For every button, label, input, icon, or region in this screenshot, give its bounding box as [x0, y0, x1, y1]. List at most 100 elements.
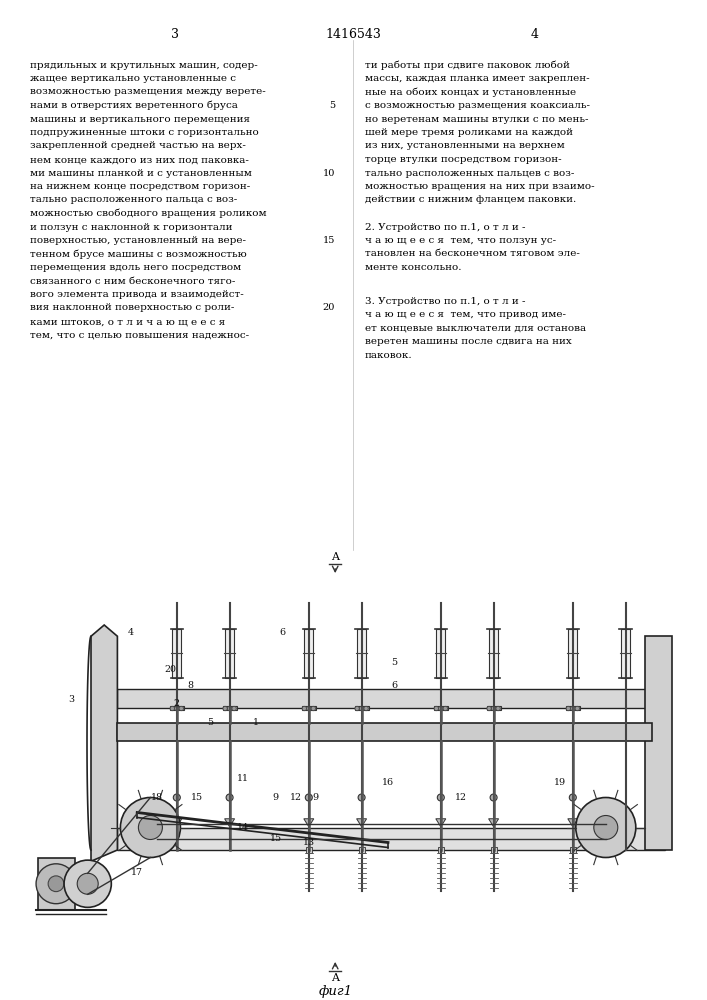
Text: 15: 15	[322, 236, 335, 245]
Circle shape	[226, 794, 233, 801]
Circle shape	[232, 706, 236, 711]
Text: тально расположенных пальцев с воз-: тально расположенных пальцев с воз-	[365, 168, 574, 178]
Text: ками штоков, о т л и ч а ю щ е е с я: ками штоков, о т л и ч а ю щ е е с я	[30, 317, 226, 326]
Circle shape	[569, 794, 576, 801]
Text: закрепленной средней частью на верх-: закрепленной средней частью на верх-	[30, 141, 246, 150]
Text: но веретенам машины втулки с по мень-: но веретенам машины втулки с по мень-	[365, 114, 588, 123]
Circle shape	[307, 706, 311, 711]
Text: 2: 2	[174, 699, 180, 708]
Bar	[117, 689, 665, 708]
Polygon shape	[304, 819, 314, 827]
Circle shape	[77, 873, 98, 894]
Text: ч а ю щ е е с я  тем, что ползун ус-: ч а ю щ е е с я тем, что ползун ус-	[365, 236, 556, 245]
Text: машины и вертикального перемещения: машины и вертикального перемещения	[30, 114, 250, 123]
Bar	[170, 706, 184, 710]
Text: 3: 3	[171, 28, 179, 41]
Text: можностью вращения на них при взаимо-: можностью вращения на них при взаимо-	[365, 182, 595, 191]
Bar	[173, 629, 181, 678]
Circle shape	[120, 798, 180, 857]
Polygon shape	[91, 625, 117, 861]
Circle shape	[438, 794, 444, 801]
Text: можностью свободного вращения роликом: можностью свободного вращения роликом	[30, 209, 267, 219]
Text: 2. Устройство по п.1, о т л и -: 2. Устройство по п.1, о т л и -	[365, 223, 525, 232]
Text: действии с нижним фланцем паковки.: действии с нижним фланцем паковки.	[365, 196, 576, 205]
Text: тановлен на бесконечном тяговом эле-: тановлен на бесконечном тяговом эле-	[365, 249, 580, 258]
Polygon shape	[568, 819, 578, 827]
Text: на нижнем конце посредством горизон-: на нижнем конце посредством горизон-	[30, 182, 250, 191]
Text: ные на обоих концах и установленные: ные на обоих концах и установленные	[365, 88, 576, 97]
Bar	[225, 629, 234, 678]
Polygon shape	[489, 819, 498, 827]
Text: 6: 6	[392, 680, 397, 690]
Text: торце втулки посредством горизон-: торце втулки посредством горизон-	[365, 155, 561, 164]
Text: жащее вертикально установленные с: жащее вертикально установленные с	[30, 74, 236, 83]
Circle shape	[496, 706, 501, 711]
Text: ет концевые выключатели для останова: ет концевые выключатели для останова	[365, 324, 586, 333]
Bar	[38, 857, 74, 910]
Text: из них, установленными на верхнем: из них, установленными на верхнем	[365, 141, 565, 150]
Bar	[358, 847, 365, 853]
Text: поверхностью, установленный на вере-: поверхностью, установленный на вере-	[30, 236, 246, 245]
Text: A: A	[331, 973, 339, 983]
Bar	[438, 847, 444, 853]
Bar	[568, 629, 578, 678]
Text: нами в отверстиях веретенного бруса: нами в отверстиях веретенного бруса	[30, 101, 238, 110]
Text: 8: 8	[187, 680, 193, 690]
Text: прядильных и крутильных машин, содер-: прядильных и крутильных машин, содер-	[30, 60, 258, 70]
Text: 20: 20	[164, 666, 176, 674]
Text: 4: 4	[531, 28, 539, 41]
Text: фиг1: фиг1	[318, 985, 352, 998]
Text: веретен машины после сдвига на них: веретен машины после сдвига на них	[365, 337, 572, 346]
Circle shape	[571, 706, 575, 711]
Circle shape	[48, 876, 64, 892]
Text: вия наклонной поверхностью с роли-: вия наклонной поверхностью с роли-	[30, 304, 235, 312]
Bar	[25, 580, 685, 955]
Text: тально расположенного пальца с воз-: тально расположенного пальца с воз-	[30, 196, 238, 205]
Text: 6: 6	[279, 628, 286, 637]
Bar	[645, 636, 672, 850]
Text: 18: 18	[151, 793, 163, 802]
Text: 15: 15	[270, 834, 282, 843]
Text: 1: 1	[253, 718, 259, 727]
Polygon shape	[172, 819, 182, 827]
Text: менте консольно.: менте консольно.	[365, 263, 462, 272]
Text: и ползун с наклонной к горизонтали: и ползун с наклонной к горизонтали	[30, 223, 233, 232]
Text: 9: 9	[312, 793, 318, 802]
Circle shape	[364, 706, 368, 711]
Circle shape	[594, 816, 618, 840]
Text: 17: 17	[132, 868, 144, 877]
Text: возможностью размещения между верете-: возможностью размещения между верете-	[30, 88, 266, 97]
Text: 9: 9	[273, 793, 279, 802]
Text: шей мере тремя роликами на каждой: шей мере тремя роликами на каждой	[365, 128, 573, 137]
Circle shape	[36, 864, 76, 904]
Text: вого элемента привода и взаимодейст-: вого элемента привода и взаимодейст-	[30, 290, 244, 299]
Circle shape	[173, 794, 180, 801]
Text: 11: 11	[237, 774, 249, 783]
Circle shape	[305, 794, 312, 801]
Text: 5: 5	[329, 101, 335, 110]
Circle shape	[311, 706, 315, 711]
Bar	[223, 706, 237, 710]
Text: 20: 20	[322, 304, 335, 312]
Circle shape	[302, 706, 307, 711]
Bar	[117, 722, 652, 741]
Text: тенном брусе машины с возможностью: тенном брусе машины с возможностью	[30, 249, 247, 259]
Polygon shape	[356, 819, 367, 827]
Circle shape	[575, 798, 636, 857]
Bar	[486, 706, 501, 710]
Bar	[357, 629, 366, 678]
Bar	[117, 828, 665, 850]
Circle shape	[359, 706, 364, 711]
Text: ч а ю щ е е с я  тем, что привод име-: ч а ю щ е е с я тем, что привод име-	[365, 310, 566, 319]
Text: A: A	[331, 552, 339, 562]
Circle shape	[575, 706, 580, 711]
Bar	[489, 629, 498, 678]
Text: 4: 4	[127, 628, 134, 637]
Circle shape	[491, 706, 496, 711]
Text: перемещения вдоль него посредством: перемещения вдоль него посредством	[30, 263, 241, 272]
Polygon shape	[436, 819, 446, 827]
Text: 15: 15	[191, 793, 203, 802]
Circle shape	[228, 706, 232, 711]
Text: паковок.: паковок.	[365, 351, 413, 360]
Text: 19: 19	[554, 778, 566, 787]
